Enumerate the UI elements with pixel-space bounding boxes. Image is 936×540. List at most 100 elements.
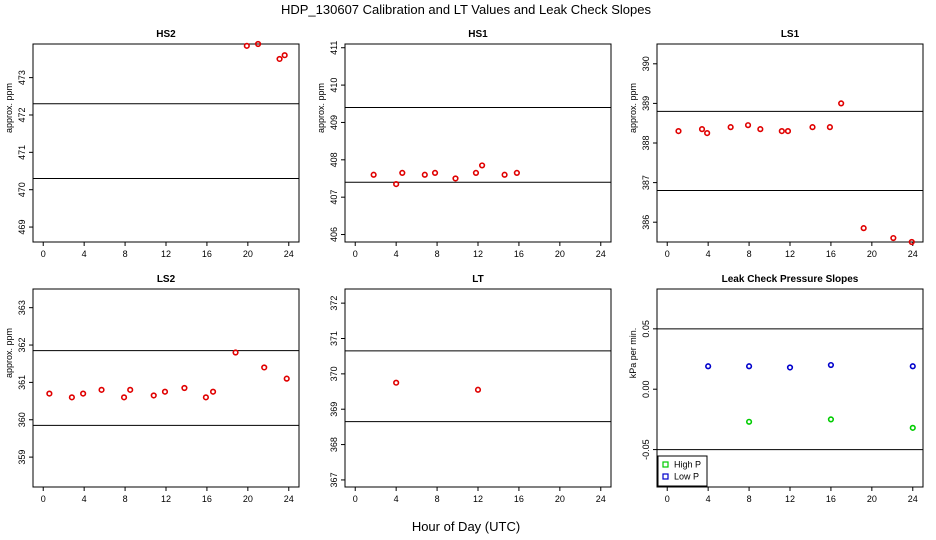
y-tick-label: 369 [329,402,339,417]
legend-label: High P [674,460,701,470]
data-point [161,388,169,395]
x-tick-label: 20 [243,494,253,504]
y-tick-label: 0.00 [641,380,651,398]
series-1 [745,416,916,431]
plot-frame [344,43,612,243]
x-tick-label: 12 [161,249,171,259]
x-tick-label: 24 [284,249,294,259]
y-axis-label: approx. ppm [4,328,14,378]
y-tick-label: 371 [329,331,339,346]
x-tick-label: 8 [747,494,752,504]
data-point [513,169,520,176]
y-tick-label: 368 [329,437,339,452]
x-tick-label: 8 [123,249,128,259]
y-tick-label: 361 [17,375,27,390]
x-tick-label: 4 [394,249,399,259]
data-point [283,375,290,382]
data-point [909,363,916,370]
y-tick-label: 409 [329,115,339,130]
x-tick-label: 16 [514,249,524,259]
data-point [431,169,439,176]
y-axis-label: kPa per min. [628,328,638,379]
y-tick-label: 359 [17,450,27,465]
y-tick-label: 407 [329,190,339,205]
y-tick-label: 473 [17,70,27,85]
plot-frame [32,43,300,243]
data-point [127,386,134,393]
data-point [501,171,508,178]
data-point [150,392,157,399]
x-tick-label: 4 [394,494,399,504]
data-point [860,225,867,232]
data-point [704,130,711,137]
series-1 [370,162,520,188]
data-point [698,126,706,133]
data-point [786,364,794,371]
plot-frame [656,43,924,243]
data-point [478,162,486,169]
series-1 [243,40,288,63]
x-tick-label: 0 [665,249,670,259]
data-point [281,52,288,59]
y-tick-label: 469 [17,220,27,235]
data-point [474,386,482,393]
y-tick-label: 388 [641,135,651,150]
y-tick-label: 0.05 [641,320,651,338]
chart-panel-3: LS1 0 4 8 12 16 20 24 386 387 388 389 390 approx. ppm [628,29,924,259]
y-tick-label: 410 [329,78,339,93]
panel-title: LS2 [157,274,176,285]
data-point [393,379,400,386]
y-axis-label: approx. ppm [628,83,638,133]
y-tick-label: 390 [641,56,651,71]
panel-title: HS1 [468,29,488,40]
x-tick-label: 20 [867,494,877,504]
data-point [838,100,845,107]
x-tick-label: 12 [473,249,483,259]
x-tick-label: 0 [353,249,358,259]
x-tick-label: 24 [908,494,918,504]
x-tick-label: 16 [826,494,836,504]
legend-label: Low P [674,472,699,482]
x-tick-label: 24 [908,249,918,259]
legend-marker [662,461,669,468]
figure-title: HDP_130607 Calibration and LT Values and… [281,2,652,17]
data-point [68,394,75,401]
x-tick-label: 0 [665,494,670,504]
data-point [120,394,128,401]
x-tick-label: 16 [202,494,212,504]
data-point [261,364,268,371]
x-tick-label: 24 [596,494,606,504]
y-tick-label: 471 [17,145,27,160]
series-1 [393,379,482,393]
plot-frame [32,288,300,488]
data-point [209,388,217,395]
data-point [393,180,400,188]
data-point [675,128,682,135]
data-point [908,238,915,246]
data-point [826,124,834,131]
x-tick-label: 8 [435,249,440,259]
panel-title: LS1 [781,29,800,40]
data-point [421,171,428,178]
x-tick-label: 16 [826,249,836,259]
data-point [745,418,753,425]
data-point [181,384,188,392]
data-point [778,128,785,135]
legend-box [657,455,708,487]
x-tick-label: 0 [353,494,358,504]
data-point [80,390,87,397]
chart-panel-4: LS2 0 4 8 12 16 20 24 359 360 361 362 363 approx. ppm [4,274,300,504]
y-tick-label: -0.05 [641,439,651,460]
x-tick-label: 8 [747,249,752,259]
x-tick-label: 4 [706,494,711,504]
data-point [232,349,239,356]
data-point [472,169,480,176]
data-point [202,394,209,401]
data-point [727,124,734,131]
x-tick-label: 8 [123,494,128,504]
y-tick-label: 387 [641,175,651,190]
y-tick-label: 470 [17,182,27,197]
